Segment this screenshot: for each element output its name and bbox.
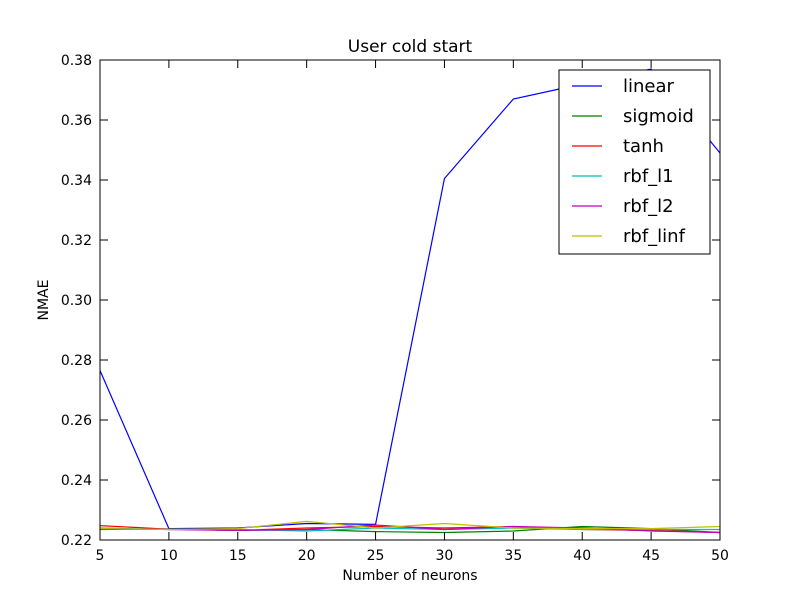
legend-box — [558, 69, 711, 255]
y-tick-label: 0.24 — [61, 473, 92, 489]
legend-label-linear: linear — [623, 76, 675, 97]
x-tick-label: 20 — [298, 548, 316, 564]
x-tick-label: 10 — [160, 548, 178, 564]
y-tick-label: 0.34 — [61, 173, 92, 189]
legend-label-tanh: tanh — [623, 136, 664, 157]
x-tick-label: 15 — [229, 548, 247, 564]
legend-label-rbf-l2: rbf_l2 — [623, 196, 674, 217]
x-tick-label: 40 — [573, 548, 591, 564]
y-tick-label: 0.36 — [61, 113, 92, 129]
y-tick-label: 0.38 — [61, 53, 92, 69]
series-line-rbf-linf — [99, 520, 721, 531]
y-tick-label: 0.32 — [61, 233, 92, 249]
x-tick-label: 30 — [436, 548, 454, 564]
x-tick-label: 45 — [642, 548, 660, 564]
y-tick-label: 0.28 — [61, 353, 92, 369]
legend-label-sigmoid: sigmoid — [623, 106, 694, 127]
legend-label-rbf-l1: rbf_l1 — [623, 166, 674, 187]
series-line-rbf-l2 — [99, 524, 721, 534]
y-tick-label: 0.22 — [61, 533, 92, 549]
ticks-layer: 5 10 15 20 25 30 35 40 45 50 0.22 0.24 0.26 0.28 0.30 0… — [61, 53, 729, 564]
x-tick-label: 35 — [504, 548, 522, 564]
x-tick-label: 25 — [367, 548, 385, 564]
y-tick-label: 0.26 — [61, 413, 92, 429]
legend: linear sigmoid tanh rbf_l1 rbf_l2 rbf_linf — [558, 69, 711, 255]
x-tick-label: 50 — [711, 548, 729, 564]
y-tick-label: 0.30 — [61, 293, 92, 309]
y-axis-label: NMAE — [36, 280, 52, 321]
x-tick-label: 5 — [96, 548, 105, 564]
legend-label-rbf-linf: rbf_linf — [623, 226, 686, 247]
chart-title: User cold start — [348, 37, 473, 57]
x-axis-label: Number of neurons — [342, 568, 477, 584]
